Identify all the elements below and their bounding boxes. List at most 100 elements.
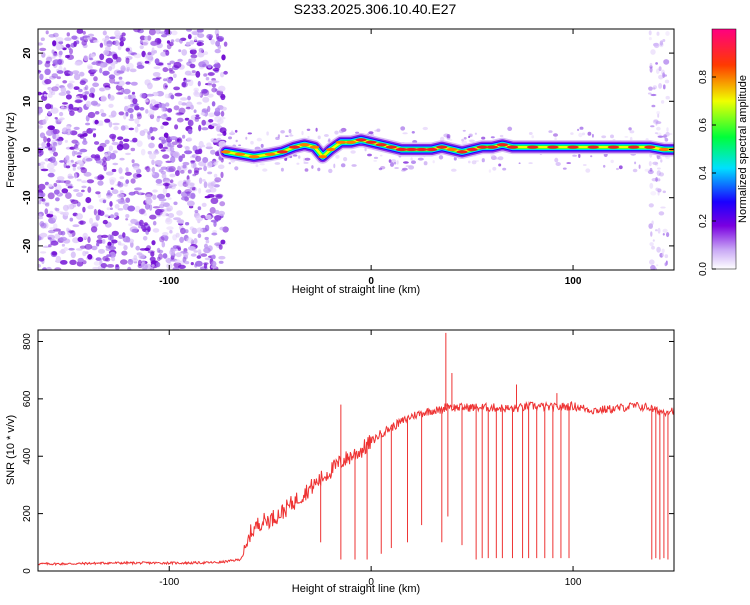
noise-speck	[180, 97, 188, 101]
noise-speck	[160, 136, 166, 140]
noise-speck	[652, 161, 659, 165]
noise-speck	[660, 206, 666, 209]
noise-speck	[350, 150, 356, 154]
noise-speck	[77, 236, 84, 243]
noise-speck	[167, 197, 172, 200]
noise-speck	[99, 142, 107, 148]
noise-speck	[85, 197, 92, 204]
noise-speck	[143, 212, 147, 216]
noise-speck	[148, 142, 155, 149]
noise-speck	[204, 236, 209, 241]
snr-y-tick-label: 0	[22, 568, 33, 574]
noise-speck	[118, 243, 126, 246]
noise-speck	[343, 157, 348, 162]
noise-speck	[125, 57, 130, 64]
noise-speck	[90, 53, 95, 58]
noise-speck	[73, 189, 80, 192]
noise-speck	[200, 112, 205, 116]
noise-speck	[98, 248, 105, 254]
figure-title: S233.2025.306.10.40.E27	[294, 1, 457, 17]
noise-speck	[39, 47, 47, 52]
noise-speck	[156, 117, 160, 123]
noise-speck	[206, 34, 214, 39]
noise-speck	[96, 242, 100, 247]
noise-speck	[562, 167, 567, 170]
noise-speck	[88, 92, 95, 98]
noise-speck	[655, 187, 660, 192]
noise-speck	[130, 178, 136, 184]
signal-track-point	[486, 145, 499, 149]
signal-track-point	[644, 145, 656, 149]
noise-speck	[223, 70, 228, 75]
noise-speck	[77, 133, 84, 138]
noise-speck	[51, 73, 58, 79]
noise-speck	[440, 136, 445, 142]
noise-speck	[101, 234, 109, 238]
noise-speck	[147, 250, 155, 254]
snr-y-tick-label: 200	[22, 505, 33, 522]
noise-speck	[658, 211, 665, 216]
noise-speck	[54, 233, 61, 240]
noise-speck	[411, 160, 416, 164]
noise-speck	[181, 49, 188, 56]
noise-speck	[169, 146, 175, 152]
noise-speck	[172, 267, 180, 270]
noise-speck	[288, 129, 292, 134]
noise-speck	[120, 259, 128, 265]
noise-speck	[177, 264, 186, 269]
noise-speck	[162, 253, 168, 259]
noise-speck	[50, 240, 59, 246]
noise-speck	[172, 234, 178, 241]
noise-speck	[161, 107, 166, 112]
noise-speck	[152, 206, 161, 209]
noise-speck	[202, 157, 209, 163]
signal-track-point	[476, 145, 488, 149]
noise-speck	[46, 142, 51, 147]
noise-speck	[205, 146, 213, 150]
noise-speck	[83, 55, 89, 62]
noise-speck	[610, 159, 614, 164]
noise-speck	[167, 62, 172, 66]
noise-speck	[40, 168, 49, 172]
noise-speck	[152, 72, 161, 77]
noise-speck	[117, 208, 124, 211]
noise-speck	[55, 43, 62, 51]
noise-speck	[170, 94, 175, 100]
noise-speck	[87, 253, 93, 260]
noise-speck	[52, 129, 60, 135]
noise-speck	[657, 227, 661, 234]
noise-speck	[172, 151, 180, 159]
noise-speck	[306, 128, 311, 131]
noise-speck	[82, 30, 86, 35]
noise-speck	[54, 117, 58, 120]
noise-speck	[85, 122, 91, 126]
noise-speck	[114, 204, 120, 209]
noise-speck	[654, 162, 659, 167]
noise-speck	[125, 214, 130, 218]
noise-speck	[69, 259, 77, 265]
noise-speck	[195, 260, 203, 267]
signal-track-point	[375, 143, 387, 147]
noise-speck	[186, 182, 195, 189]
noise-speck	[113, 35, 122, 40]
noise-speck	[104, 152, 109, 158]
noise-speck	[176, 138, 181, 142]
noise-speck	[51, 251, 58, 256]
noise-speck	[99, 42, 104, 48]
noise-speck	[219, 201, 226, 207]
noise-speck	[207, 105, 211, 113]
noise-speck	[205, 239, 210, 244]
noise-speck	[151, 172, 155, 176]
noise-speck	[87, 111, 96, 119]
noise-speck	[43, 136, 48, 143]
spectrogram-y-tick-label: 20	[22, 47, 33, 59]
noise-speck	[234, 129, 238, 133]
noise-speck	[81, 40, 87, 46]
noise-speck	[99, 109, 104, 114]
noise-speck	[147, 226, 151, 233]
noise-speck	[280, 167, 284, 172]
noise-speck	[124, 96, 129, 100]
noise-speck	[220, 171, 224, 179]
noise-speck	[138, 208, 146, 215]
